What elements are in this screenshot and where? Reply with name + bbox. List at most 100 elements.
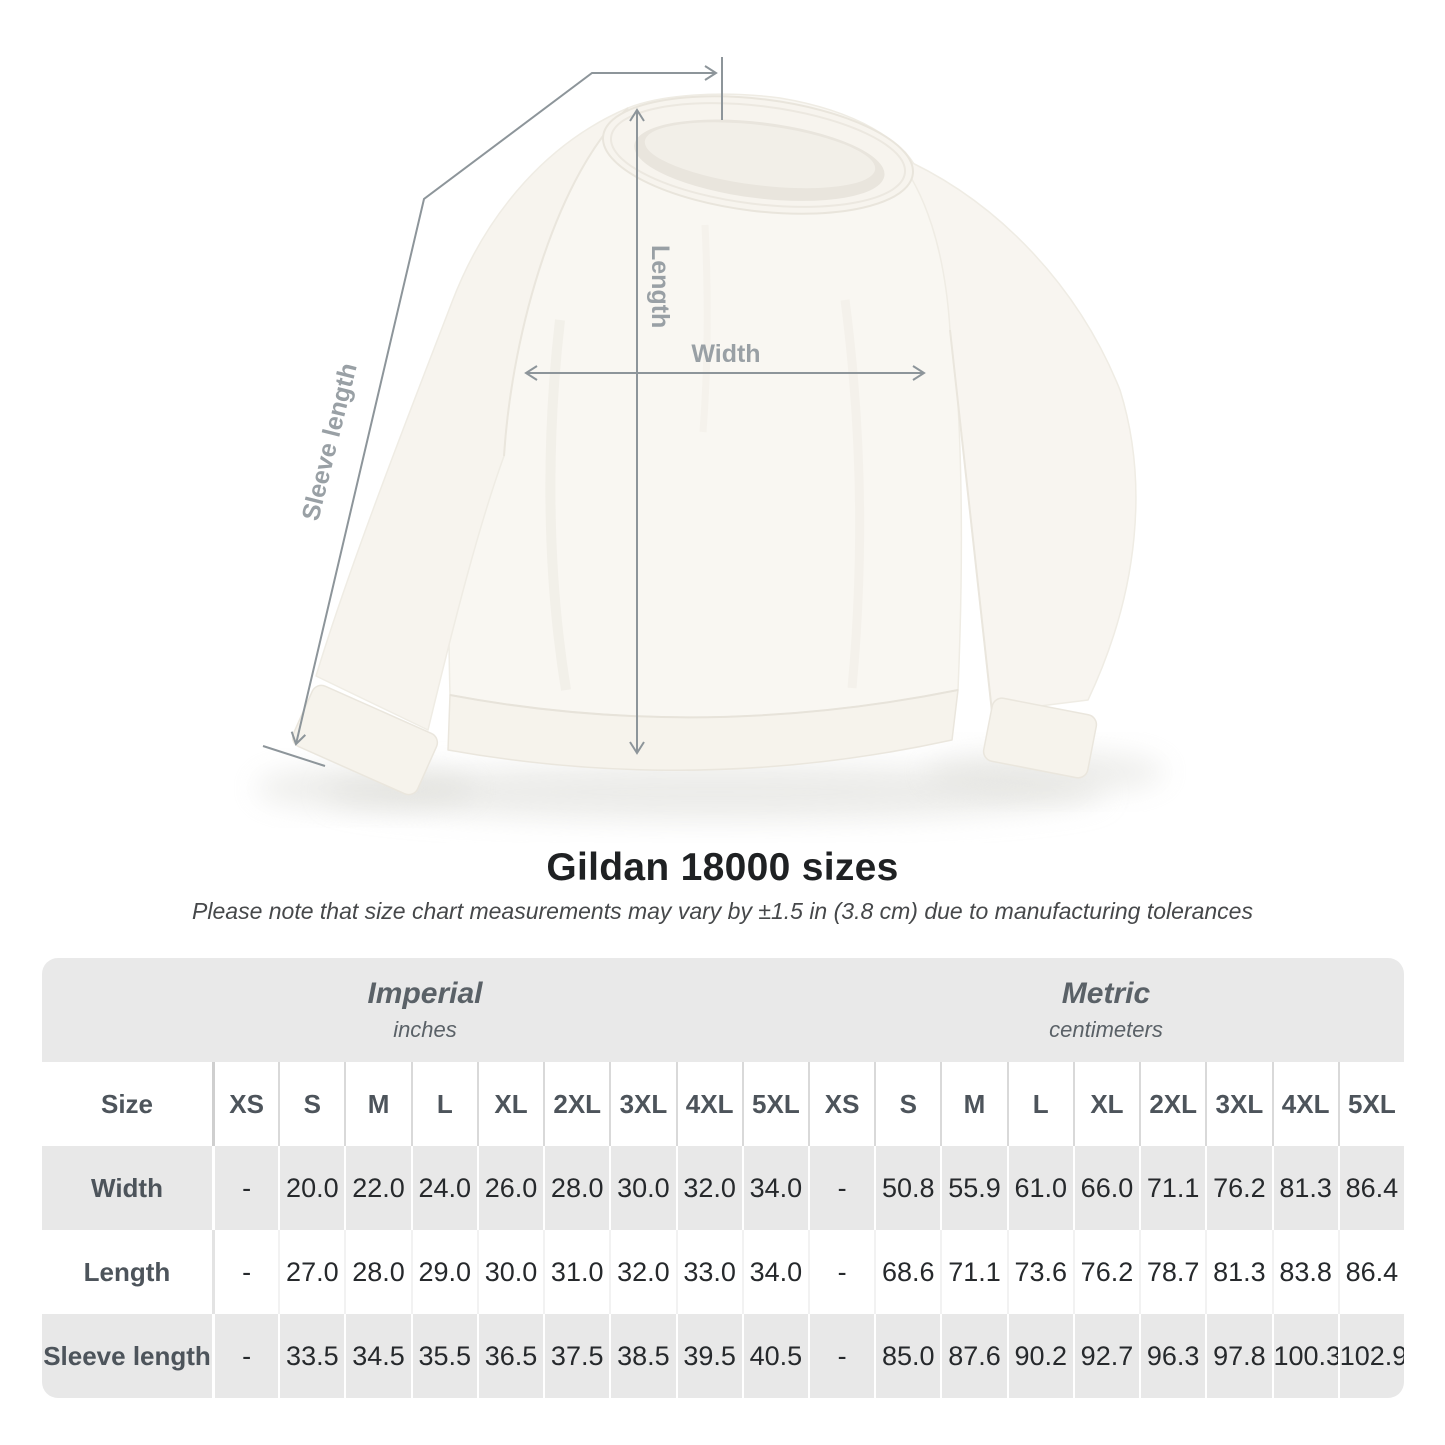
- cell: 68.6: [874, 1230, 941, 1314]
- measurement-overlay: [262, 57, 926, 767]
- cell: 83.8: [1271, 1230, 1338, 1314]
- cell: 61.0: [1006, 1146, 1073, 1230]
- cell: 85.0: [874, 1314, 941, 1398]
- cell: 29.0: [410, 1230, 477, 1314]
- col-header-imperial-s: S: [278, 1062, 345, 1146]
- cell: 76.2: [1072, 1230, 1140, 1314]
- cell: 32.0: [675, 1146, 742, 1230]
- col-header-imperial-5xl: 5XL: [741, 1062, 808, 1146]
- cuff-tick: [262, 745, 326, 767]
- table-row-width: Width - 20.0 22.0 24.0 26.0 28.0 30.0 32…: [42, 1146, 1404, 1230]
- cell: 39.5: [675, 1314, 742, 1398]
- cell: 34.5: [344, 1314, 411, 1398]
- col-header-imperial-xs: XS: [212, 1062, 279, 1146]
- product-photo: Length Width Sleeve length: [255, 57, 1165, 820]
- cell: 87.6: [940, 1314, 1007, 1398]
- cell: -: [212, 1314, 279, 1398]
- col-header-metric-l: L: [1006, 1062, 1073, 1146]
- cell: 92.7: [1072, 1314, 1140, 1398]
- row-label-sleeve-length: Sleeve length: [42, 1314, 212, 1398]
- cell: 100.3: [1271, 1314, 1338, 1398]
- cell: 86.4: [1337, 1146, 1404, 1230]
- cell: 22.0: [344, 1146, 411, 1230]
- table-row-sleeve-length: Sleeve length - 33.5 34.5 35.5 36.5 37.5…: [42, 1314, 1404, 1398]
- cell: 78.7: [1139, 1230, 1206, 1314]
- sweatshirt: [291, 93, 1137, 796]
- col-header-metric-4xl: 4XL: [1271, 1062, 1338, 1146]
- armhole-seam: [949, 329, 993, 713]
- cell: 30.0: [476, 1230, 544, 1314]
- cell: 24.0: [410, 1146, 477, 1230]
- size-table-grid: Imperial inches Metric centimeters Size …: [42, 958, 1404, 1398]
- cell: 32.0: [609, 1230, 676, 1314]
- col-header-metric-xl: XL: [1072, 1062, 1140, 1146]
- col-header-imperial-2xl: 2XL: [543, 1062, 610, 1146]
- cell: -: [807, 1146, 875, 1230]
- tolerance-note: Please note that size chart measurements…: [192, 898, 1253, 924]
- col-header-metric-3xl: 3XL: [1205, 1062, 1272, 1146]
- cell: 27.0: [278, 1230, 345, 1314]
- cell: 102.9: [1337, 1314, 1404, 1398]
- col-header-metric-xs: XS: [807, 1062, 875, 1146]
- col-header-imperial-l: L: [410, 1062, 477, 1146]
- col-header-imperial-xl: XL: [476, 1062, 544, 1146]
- cell: 66.0: [1072, 1146, 1140, 1230]
- sleeve-length-measure-line: [290, 65, 718, 746]
- col-header-imperial-3xl: 3XL: [609, 1062, 676, 1146]
- cell: 55.9: [940, 1146, 1007, 1230]
- cell: 81.3: [1271, 1146, 1338, 1230]
- size-header-row: Size XS S M L XL 2XL 3XL 4XL 5XL XS S M …: [42, 1062, 1404, 1146]
- cell: 31.0: [543, 1230, 610, 1314]
- width-measure-label: Width: [691, 340, 760, 368]
- cell: 37.5: [543, 1314, 610, 1398]
- cell: 40.5: [741, 1314, 808, 1398]
- cell: 30.0: [609, 1146, 676, 1230]
- sweatshirt-right-sleeve: [894, 154, 1137, 713]
- cell: -: [807, 1230, 875, 1314]
- imperial-title: Imperial: [367, 977, 483, 1010]
- cell: 96.3: [1139, 1314, 1206, 1398]
- cell: 76.2: [1205, 1146, 1272, 1230]
- col-header-metric-s: S: [874, 1062, 941, 1146]
- col-header-imperial-m: M: [344, 1062, 411, 1146]
- cell: 35.5: [410, 1314, 477, 1398]
- metric-title: Metric: [1061, 977, 1151, 1010]
- cell: 50.8: [874, 1146, 941, 1230]
- cell: 36.5: [476, 1314, 544, 1398]
- size-header: Size: [42, 1062, 212, 1146]
- cell: -: [212, 1230, 279, 1314]
- cell: 71.1: [1139, 1146, 1206, 1230]
- page-title: Gildan 18000 sizes: [546, 846, 899, 889]
- cell: 33.5: [278, 1314, 345, 1398]
- cell: 34.0: [741, 1230, 808, 1314]
- table-row-length: Length - 27.0 28.0 29.0 30.0 31.0 32.0 3…: [42, 1230, 1404, 1314]
- cell: 28.0: [344, 1230, 411, 1314]
- cell: 81.3: [1205, 1230, 1272, 1314]
- col-header-imperial-4xl: 4XL: [675, 1062, 742, 1146]
- cell: 20.0: [278, 1146, 345, 1230]
- metric-subtitle: centimeters: [1049, 1017, 1163, 1042]
- fabric-crease: [840, 299, 865, 689]
- col-header-metric-m: M: [940, 1062, 1007, 1146]
- cell: 86.4: [1337, 1230, 1404, 1314]
- imperial-subtitle: inches: [393, 1017, 457, 1042]
- length-measure-label: Length: [646, 245, 674, 328]
- row-label-width: Width: [42, 1146, 212, 1230]
- cell: 97.8: [1205, 1314, 1272, 1398]
- cell: -: [807, 1314, 875, 1398]
- cell: 28.0: [543, 1146, 610, 1230]
- cell: 71.1: [940, 1230, 1007, 1314]
- cell: -: [212, 1146, 279, 1230]
- cell: 33.0: [675, 1230, 742, 1314]
- cell: 90.2: [1006, 1314, 1073, 1398]
- cell: 38.5: [609, 1314, 676, 1398]
- unit-band-row: Imperial inches Metric centimeters: [42, 958, 1404, 1062]
- col-header-metric-2xl: 2XL: [1139, 1062, 1206, 1146]
- size-table: Imperial inches Metric centimeters Size …: [42, 958, 1404, 1398]
- right-cuff-ribbing: [982, 697, 1098, 779]
- cell: 34.0: [741, 1146, 808, 1230]
- row-label-length: Length: [42, 1230, 212, 1314]
- imperial-band: Imperial inches: [42, 958, 808, 1062]
- metric-band: Metric centimeters: [807, 958, 1404, 1062]
